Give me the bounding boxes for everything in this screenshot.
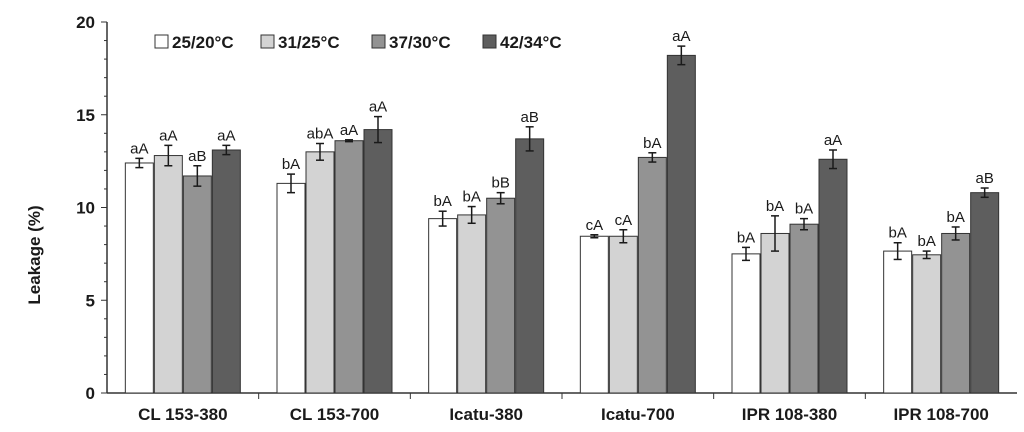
y-tick-label: 15 xyxy=(76,106,95,125)
bar-significance-label: bA xyxy=(462,189,480,206)
bar xyxy=(334,140,364,394)
x-category-label: IPR 108-700 xyxy=(893,405,988,424)
legend-label: 42/34°C xyxy=(500,33,562,52)
bar-significance-label: bA xyxy=(917,233,935,250)
bar xyxy=(579,235,609,394)
bar xyxy=(211,149,241,394)
bar-significance-label: bA xyxy=(643,135,661,152)
bar xyxy=(182,175,212,394)
bar xyxy=(608,235,638,394)
bar xyxy=(912,254,942,394)
legend: 25/20°C 31/25°C 37/30°C 42/34°C xyxy=(154,33,562,52)
legend-swatch xyxy=(154,34,169,49)
bar-significance-label: bA xyxy=(888,225,906,242)
bar xyxy=(457,214,487,394)
bar-significance-label: abA xyxy=(307,126,334,143)
bar-significance-label: aA xyxy=(340,122,358,139)
bar xyxy=(637,156,667,394)
bar xyxy=(486,197,516,394)
bar-significance-label: bA xyxy=(946,209,964,226)
bar xyxy=(153,155,183,394)
bar-significance-label: aA xyxy=(159,127,177,144)
bar xyxy=(428,218,458,394)
x-category-label: CL 153-380 xyxy=(138,405,227,424)
y-tick-label: 10 xyxy=(76,199,95,218)
y-tick-label: 0 xyxy=(86,384,95,403)
bar xyxy=(970,192,1000,394)
y-axis-title: Leakage (%) xyxy=(25,205,44,304)
legend-swatch xyxy=(260,34,275,49)
y-tick-label: 20 xyxy=(76,13,95,32)
bar-significance-label: bA xyxy=(766,198,784,215)
y-tick-label: 5 xyxy=(86,291,95,310)
bar xyxy=(666,54,696,394)
bar xyxy=(515,138,545,394)
x-category-label: CL 153-700 xyxy=(290,405,379,424)
bar-significance-label: bA xyxy=(282,156,300,173)
legend-swatch xyxy=(371,34,386,49)
bar-significance-label: aB xyxy=(188,148,206,165)
bar-significance-label: cA xyxy=(586,217,604,234)
bar xyxy=(789,223,819,394)
bar-significance-label: aA xyxy=(130,140,148,157)
bar-significance-label: bB xyxy=(491,175,509,192)
legend-label: 25/20°C xyxy=(172,33,234,52)
bar-significance-label: aA xyxy=(369,99,387,116)
bar xyxy=(305,151,335,394)
legend-swatch xyxy=(482,34,497,49)
bar xyxy=(941,232,971,394)
x-category-label: Icatu-380 xyxy=(449,405,523,424)
bar xyxy=(883,250,913,394)
bar xyxy=(818,158,848,394)
bar-significance-label: cA xyxy=(615,212,633,229)
bar-significance-label: aB xyxy=(520,109,538,126)
bar-significance-label: bA xyxy=(795,201,813,218)
bar xyxy=(363,129,393,394)
legend-label: 37/30°C xyxy=(389,33,451,52)
bar xyxy=(124,162,154,394)
legend-label: 31/25°C xyxy=(278,33,340,52)
bar-significance-label: aA xyxy=(824,132,842,149)
bar-significance-label: aA xyxy=(672,28,690,45)
bar xyxy=(731,253,761,394)
x-category-label: Icatu-700 xyxy=(601,405,675,424)
bar-significance-label: aB xyxy=(975,170,993,187)
bar xyxy=(276,182,306,394)
bar xyxy=(760,232,790,394)
bar-significance-label: bA xyxy=(737,229,755,246)
x-category-label: IPR 108-380 xyxy=(742,405,837,424)
bar-significance-label: aA xyxy=(217,127,235,144)
bar-significance-label: bA xyxy=(433,193,451,210)
plot-area: 0 5 10 15 20 aA aA aB aA CL 153-380 bA abA aA aA CL 15… xyxy=(76,13,1017,424)
